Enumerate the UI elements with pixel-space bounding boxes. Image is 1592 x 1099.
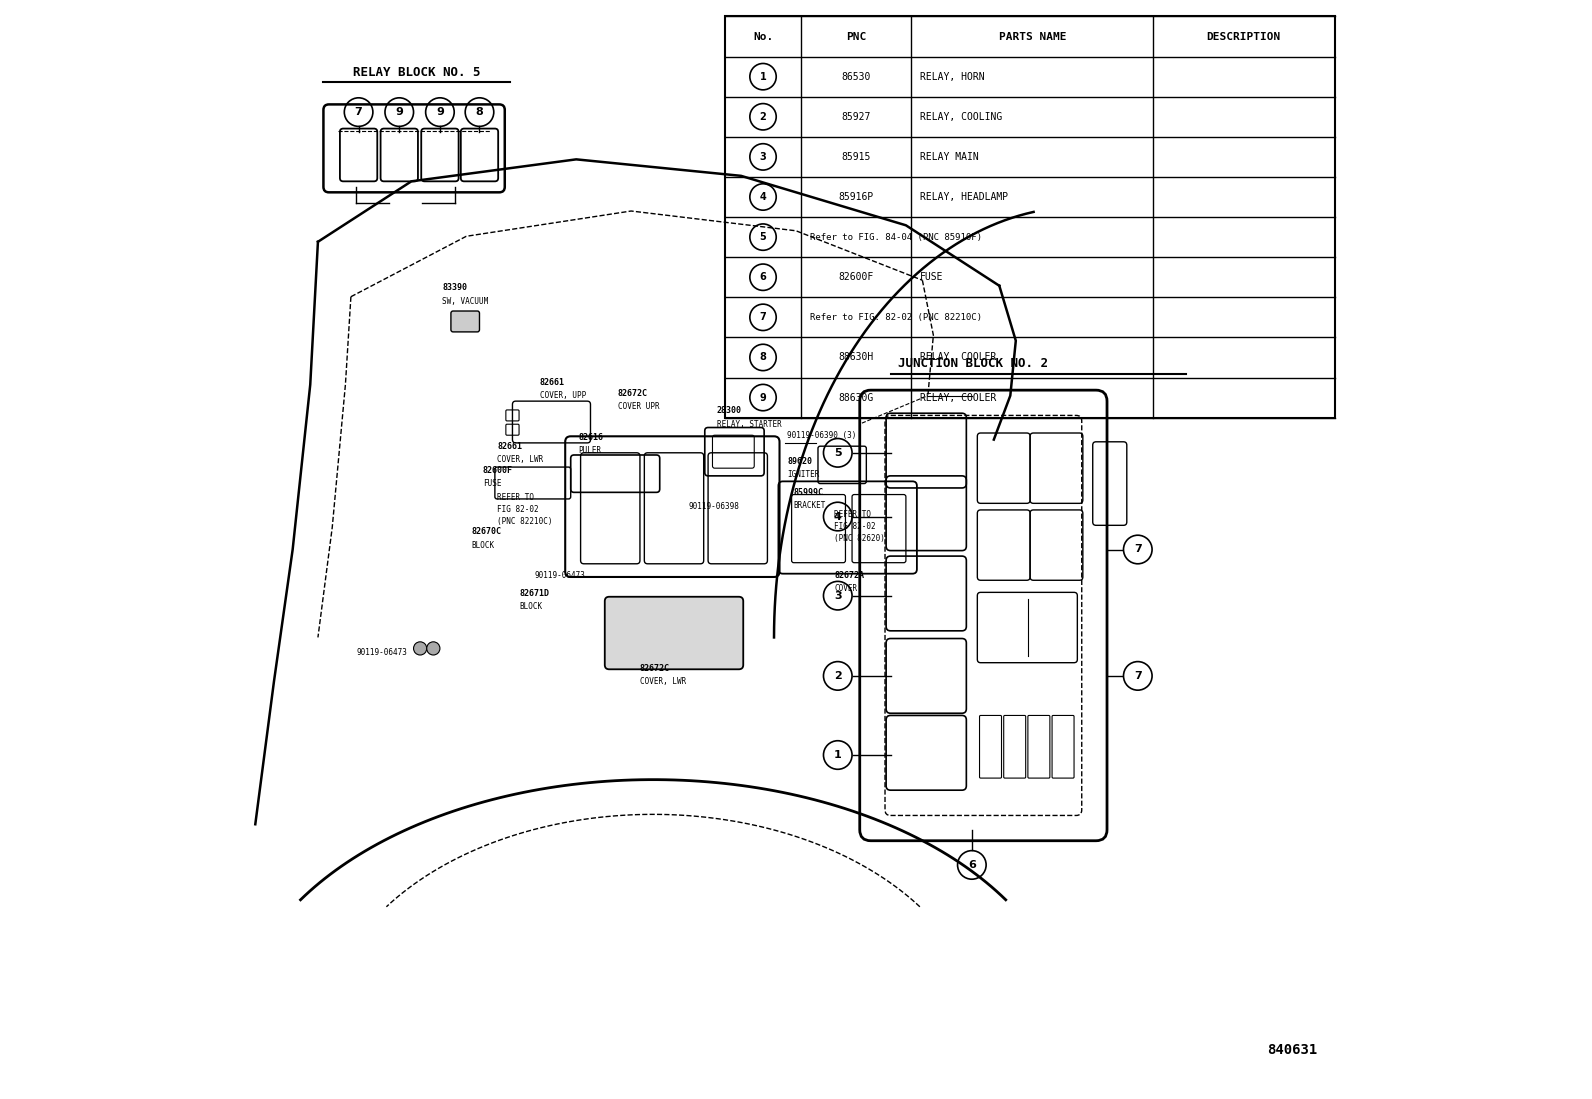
Text: COVER, LWR: COVER, LWR xyxy=(640,677,686,686)
Text: 4: 4 xyxy=(759,192,766,202)
Text: 82600F: 82600F xyxy=(839,273,874,282)
Text: 7: 7 xyxy=(759,312,766,322)
Text: SW, VACUUM: SW, VACUUM xyxy=(443,297,489,306)
Text: FIG 82-02: FIG 82-02 xyxy=(834,522,876,531)
Text: COVER: COVER xyxy=(834,585,858,593)
Text: COVER, UPP: COVER, UPP xyxy=(540,391,586,400)
Text: 7: 7 xyxy=(355,107,363,118)
Text: BLOCK: BLOCK xyxy=(471,541,495,550)
FancyBboxPatch shape xyxy=(451,311,479,332)
Text: 89620: 89620 xyxy=(786,457,812,466)
Text: 8: 8 xyxy=(476,107,484,118)
Text: PULER: PULER xyxy=(578,446,602,455)
Text: 6: 6 xyxy=(759,273,766,282)
Text: BRACKET: BRACKET xyxy=(794,501,826,510)
Text: RELAY, HORN: RELAY, HORN xyxy=(920,71,985,81)
Text: 82661: 82661 xyxy=(497,442,522,451)
Text: RELAY, STARTER: RELAY, STARTER xyxy=(716,420,782,429)
Text: 90119-06473: 90119-06473 xyxy=(535,571,586,580)
Text: FUSE: FUSE xyxy=(920,273,944,282)
Text: REFER TO: REFER TO xyxy=(834,510,871,519)
Text: PNC: PNC xyxy=(847,32,866,42)
Circle shape xyxy=(414,642,427,655)
Text: 1: 1 xyxy=(759,71,766,81)
Text: RELAY, COOLER: RELAY, COOLER xyxy=(920,392,997,402)
Text: COVER, LWR: COVER, LWR xyxy=(497,455,543,464)
Text: 28300: 28300 xyxy=(716,407,742,415)
Text: 90119-06398: 90119-06398 xyxy=(688,502,739,511)
Text: DESCRIPTION: DESCRIPTION xyxy=(1207,32,1282,42)
Text: 2: 2 xyxy=(834,670,842,681)
Text: 90119-06473: 90119-06473 xyxy=(357,648,408,657)
Text: 83390: 83390 xyxy=(443,284,466,292)
Text: 5: 5 xyxy=(834,447,842,458)
Text: 9: 9 xyxy=(395,107,403,118)
Text: FUSE: FUSE xyxy=(482,479,501,488)
Text: 4: 4 xyxy=(834,511,842,522)
Text: RELAY MAIN: RELAY MAIN xyxy=(920,152,979,162)
Text: Refer to FIG. 82-02 (PNC 82210C): Refer to FIG. 82-02 (PNC 82210C) xyxy=(810,313,982,322)
Text: (PNC 82210C): (PNC 82210C) xyxy=(497,518,552,526)
Text: PARTS NAME: PARTS NAME xyxy=(998,32,1067,42)
Text: COVER UPR: COVER UPR xyxy=(618,402,659,411)
Text: 85916P: 85916P xyxy=(839,192,874,202)
Text: No.: No. xyxy=(753,32,774,42)
Text: 3: 3 xyxy=(759,152,766,162)
Text: 9: 9 xyxy=(759,392,766,402)
Text: 8: 8 xyxy=(759,353,766,363)
Text: 7: 7 xyxy=(1134,544,1141,555)
Text: RELAY, COOLER: RELAY, COOLER xyxy=(920,353,997,363)
Text: 82672C: 82672C xyxy=(618,389,648,398)
Circle shape xyxy=(427,642,439,655)
FancyBboxPatch shape xyxy=(605,597,743,669)
Text: FIG 82-02: FIG 82-02 xyxy=(497,506,538,514)
Text: 85999C: 85999C xyxy=(794,488,823,497)
Text: 88630G: 88630G xyxy=(839,392,874,402)
Text: 6: 6 xyxy=(968,859,976,870)
Text: 86530: 86530 xyxy=(842,71,871,81)
Text: 2: 2 xyxy=(759,112,766,122)
Text: IGNITER: IGNITER xyxy=(786,470,820,479)
Text: 82671D: 82671D xyxy=(519,589,549,598)
Text: 82661: 82661 xyxy=(540,378,565,387)
Text: RELAY BLOCK NO. 5: RELAY BLOCK NO. 5 xyxy=(353,66,481,79)
Text: 85927: 85927 xyxy=(842,112,871,122)
Text: 82672C: 82672C xyxy=(640,664,670,673)
Text: RELAY, HEADLAMP: RELAY, HEADLAMP xyxy=(920,192,1008,202)
Text: 90119-06390 (3): 90119-06390 (3) xyxy=(786,431,856,440)
Text: JUNCTION BLOCK NO. 2: JUNCTION BLOCK NO. 2 xyxy=(898,357,1048,370)
Text: RELAY, COOLING: RELAY, COOLING xyxy=(920,112,1003,122)
Text: BLOCK: BLOCK xyxy=(519,602,543,611)
Text: 88630H: 88630H xyxy=(839,353,874,363)
Text: 82600F: 82600F xyxy=(482,466,513,475)
Bar xyxy=(724,16,1334,418)
Text: 7: 7 xyxy=(1134,670,1141,681)
Text: 1: 1 xyxy=(834,750,842,761)
Text: REFER TO: REFER TO xyxy=(497,493,533,502)
Text: (PNC 82620): (PNC 82620) xyxy=(834,534,885,543)
Text: 85915: 85915 xyxy=(842,152,871,162)
Text: 82616: 82616 xyxy=(578,433,603,442)
Text: 9: 9 xyxy=(436,107,444,118)
Text: 82670C: 82670C xyxy=(471,528,501,536)
Text: 3: 3 xyxy=(834,590,842,601)
Text: 82672A: 82672A xyxy=(834,571,864,580)
Text: 840631: 840631 xyxy=(1267,1043,1318,1057)
Text: Refer to FIG. 84-04 (PNC 85910F): Refer to FIG. 84-04 (PNC 85910F) xyxy=(810,233,982,242)
Text: 5: 5 xyxy=(759,232,766,242)
